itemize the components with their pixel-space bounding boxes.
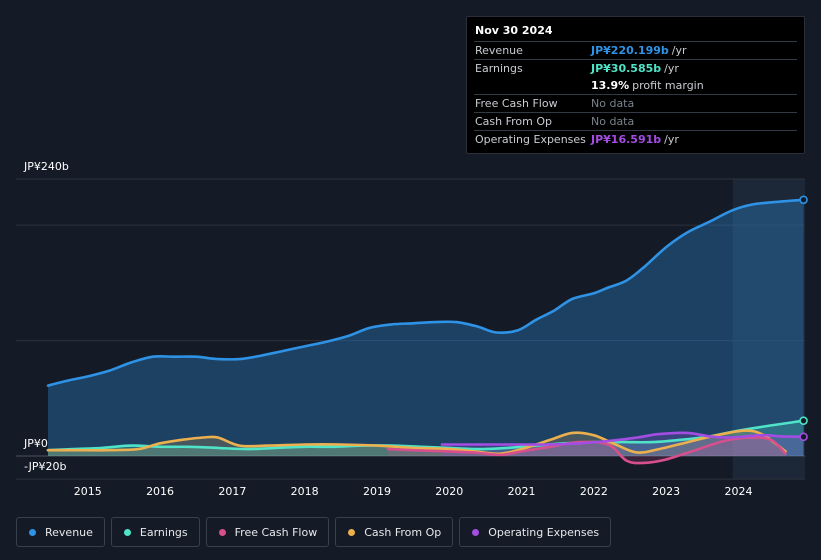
legend-label: Free Cash Flow [234,525,318,539]
y-tick-label: -JP¥20b [24,460,66,473]
legend-dot-icon [123,528,131,536]
chart-areas [48,199,804,464]
line-fcf [386,436,787,465]
tooltip-panel: Nov 30 2024 Revenue JP¥220.199b /yr Earn… [466,16,805,154]
x-tick-label: 2022 [580,485,608,498]
end-marker-opex [799,432,808,442]
tooltip-label: Revenue [475,44,523,57]
x-tick-label: 2023 [652,485,680,498]
tooltip-value: No data [591,97,635,110]
tooltip-suffix: /yr [664,62,679,75]
legend-item-operating-expenses[interactable]: Operating Expenses [459,517,612,547]
tooltip-label: Operating Expenses [475,133,586,146]
x-tick-label: 2020 [435,485,463,498]
legend-item-free-cash-flow[interactable]: Free Cash Flow [205,517,330,547]
tooltip-value: 13.9% [591,79,630,92]
end-marker-earnings [799,416,808,425]
legend-dot-icon [29,528,36,536]
x-tick-label: 2021 [508,485,536,498]
tooltip-date: Nov 30 2024 [475,24,553,37]
y-tick-label: JP¥0 [23,437,48,450]
tooltip-row-cash-from-op: Cash From Op No data [474,112,797,130]
tooltip-row-revenue: Revenue JP¥220.199b /yr [474,41,797,59]
line-revenue [46,198,805,387]
legend-label: Revenue [45,525,93,539]
y-tick-label: JP¥240b [23,160,69,173]
tooltip-row-operating-expenses: Operating Expenses JP¥16.591b /yr [474,130,797,148]
x-tick-label: 2017 [218,485,246,498]
legend-dot-icon [348,528,356,536]
legend: Revenue Earnings Free Cash Flow Cash Fro… [16,517,612,547]
x-tick-label: 2019 [363,485,391,498]
line-opex [440,431,805,446]
tooltip-suffix: /yr [664,133,679,146]
tooltip-value: JP¥16.591b [591,133,662,146]
area-earnings [48,420,804,456]
tooltip-row-free-cash-flow: Free Cash Flow No data [474,94,797,112]
x-tick-label: 2018 [291,485,319,498]
tooltip-value: JP¥30.585b [591,62,662,75]
chart-axis: JP¥240b JP¥0 -JP¥20b 2015 2016 2017 2018 2019 20… [23,160,752,498]
chart-lines [46,198,805,465]
tooltip-suffix: profit margin [632,79,704,92]
tooltip-row-profit-margin: 13.9% profit margin [474,77,797,94]
area-fcf [387,437,786,464]
legend-label: Earnings [139,525,188,539]
legend-item-earnings[interactable]: Earnings [110,517,200,547]
area-revenue [48,199,804,457]
tooltip-suffix: /yr [671,44,687,57]
legend-dot-icon [472,528,480,536]
x-tick-label: 2024 [724,485,752,498]
legend-item-revenue[interactable]: Revenue [16,517,105,547]
line-cfo [46,429,787,456]
legend-label: Cash From Op [364,525,442,539]
legend-label: Operating Expenses [488,525,600,539]
tooltip-value: No data [591,115,635,128]
legend-dot-icon [218,528,226,536]
tooltip-label: Earnings [475,62,523,75]
chart-end-markers [799,195,808,442]
tooltip-label: Cash From Op [475,115,553,128]
x-tick-label: 2015 [74,485,102,498]
tooltip-label: Free Cash Flow [475,97,558,110]
x-tick-label: 2016 [146,485,174,498]
tooltip-row-earnings: Earnings JP¥30.585b /yr [474,59,797,77]
end-marker-revenue [799,195,808,205]
legend-item-cash-from-op[interactable]: Cash From Op [335,517,454,547]
line-earnings [46,419,805,452]
tooltip-value: JP¥220.199b [591,44,669,57]
